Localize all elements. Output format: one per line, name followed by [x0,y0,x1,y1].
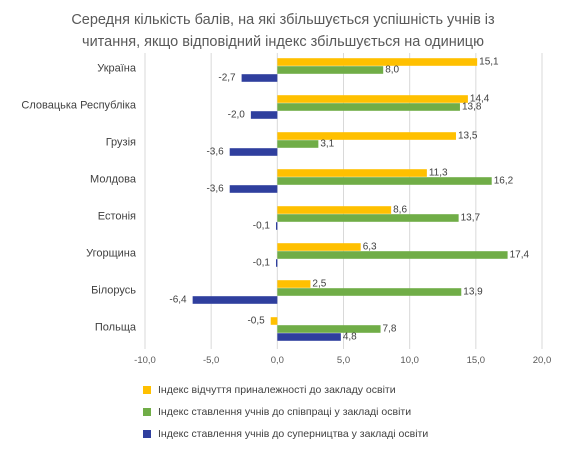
data-label: -3,6 [206,184,224,195]
data-label: 15,1 [479,57,499,68]
bar [277,132,456,140]
x-tick-label: 0,0 [271,355,284,366]
x-tick-label: -10,0 [134,355,156,366]
bar [192,296,278,304]
data-label: 8,0 [385,65,399,76]
bar [277,140,319,148]
bar [277,103,460,111]
data-label: 8,6 [393,205,407,216]
x-tick-label: 15,0 [467,355,486,366]
data-label: 6,3 [363,242,377,253]
data-label: 16,2 [494,176,514,187]
category-label: Україна [97,62,137,74]
category-label: Молдова [90,173,137,185]
bar [241,74,278,82]
data-label: -6,4 [169,295,187,306]
data-label: -0,1 [253,221,271,232]
x-tick-label: 10,0 [400,355,419,366]
bar [229,185,278,193]
data-labels: 15,1 14,4 13,5 11,3 8,6 6,3 2,5 -0,5 8,0 13,8 3,1 1… [169,57,529,343]
bar [270,317,278,325]
legend-label: Індекс відчуття приналежності до закладу… [158,384,396,396]
legend: Індекс відчуття приналежності до закладу… [143,384,428,440]
legend-swatch [143,430,151,438]
bar [277,169,427,177]
legend-item: Індекс ставлення учнів до суперництва у … [143,428,428,440]
chart-title-line: читання, якщо відповідний індекс збільшу… [82,34,484,50]
data-label: 3,1 [320,139,334,150]
data-label: 11,3 [429,168,448,179]
legend-swatch [143,386,151,394]
bar [277,333,341,341]
data-label: -2,7 [218,73,236,84]
bar [276,259,278,267]
data-label: 17,4 [510,250,530,261]
data-label: 13,7 [461,213,481,224]
category-label: Словацька Республіка [21,99,136,111]
bar [277,177,492,185]
category-label: Естонія [98,210,136,222]
bars [192,58,508,341]
data-label: 13,8 [462,102,482,113]
bar [229,148,278,156]
legend-label: Індекс ставлення учнів до співпраці у за… [158,406,411,418]
category-label: Білорусь [91,284,136,296]
bar [277,251,508,259]
x-axis-tick-labels: -10,0 -5,0 0,0 5,0 10,0 15,0 20,0 [134,355,551,366]
legend-item: Індекс ставлення учнів до співпраці у за… [143,406,411,418]
bar [277,206,392,214]
bar [277,214,459,222]
bar [277,288,462,296]
data-label: 13,5 [458,131,478,142]
data-label: 7,8 [383,324,397,335]
bar [277,325,381,333]
data-label: -0,1 [253,258,271,269]
data-label: 13,9 [463,287,483,298]
data-label: -3,6 [206,147,224,158]
data-label: 2,5 [312,279,326,290]
bar [277,58,478,66]
category-label: Угорщина [86,247,137,259]
legend-item: Індекс відчуття приналежності до закладу… [143,384,396,396]
category-label: Грузія [106,136,136,148]
bar [250,111,278,119]
chart-title-line: Середня кількість балів, на які збільшує… [71,12,495,28]
bar [277,280,311,288]
x-tick-label: -5,0 [203,355,219,366]
legend-label: Індекс ставлення учнів до суперництва у … [158,428,428,440]
category-label: Польща [95,321,137,333]
chart-title: Середня кількість балів, на які збільшує… [71,12,495,50]
x-tick-label: 5,0 [337,355,350,366]
data-label: -2,0 [228,110,246,121]
bar [277,243,361,251]
category-labels: Україна Словацька Республіка Грузія Молдова… [21,62,136,333]
data-label: -0,5 [247,316,265,327]
x-tick-label: 20,0 [533,355,552,366]
bar [277,95,468,103]
data-label: 4,8 [343,332,357,343]
bar [277,66,384,74]
bar [276,222,278,230]
data-label: 14,4 [470,94,490,105]
legend-swatch [143,408,151,416]
